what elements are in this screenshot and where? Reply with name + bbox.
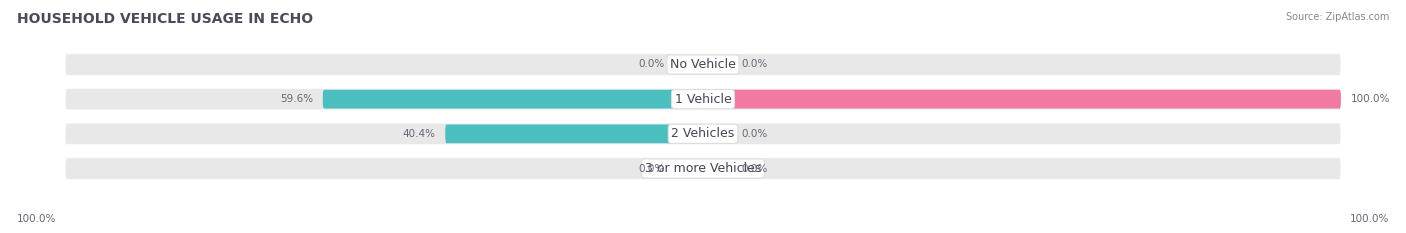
Text: 3 or more Vehicles: 3 or more Vehicles bbox=[645, 162, 761, 175]
FancyBboxPatch shape bbox=[703, 126, 728, 142]
Text: 0.0%: 0.0% bbox=[741, 59, 768, 69]
FancyBboxPatch shape bbox=[323, 90, 703, 109]
Text: 100.0%: 100.0% bbox=[1350, 214, 1389, 224]
FancyBboxPatch shape bbox=[65, 54, 1341, 75]
Text: Source: ZipAtlas.com: Source: ZipAtlas.com bbox=[1285, 12, 1389, 22]
FancyBboxPatch shape bbox=[703, 90, 1341, 109]
Text: HOUSEHOLD VEHICLE USAGE IN ECHO: HOUSEHOLD VEHICLE USAGE IN ECHO bbox=[17, 12, 314, 26]
Text: 0.0%: 0.0% bbox=[638, 164, 665, 174]
Text: 40.4%: 40.4% bbox=[402, 129, 436, 139]
FancyBboxPatch shape bbox=[65, 158, 1341, 179]
Text: 59.6%: 59.6% bbox=[280, 94, 314, 104]
Text: No Vehicle: No Vehicle bbox=[671, 58, 735, 71]
Text: 0.0%: 0.0% bbox=[638, 59, 665, 69]
FancyBboxPatch shape bbox=[703, 161, 728, 176]
FancyBboxPatch shape bbox=[65, 88, 1341, 110]
Text: 1 Vehicle: 1 Vehicle bbox=[675, 93, 731, 106]
FancyBboxPatch shape bbox=[678, 57, 703, 72]
FancyBboxPatch shape bbox=[65, 123, 1341, 145]
Text: 100.0%: 100.0% bbox=[17, 214, 56, 224]
FancyBboxPatch shape bbox=[446, 124, 703, 143]
FancyBboxPatch shape bbox=[678, 161, 703, 176]
Text: 0.0%: 0.0% bbox=[741, 164, 768, 174]
FancyBboxPatch shape bbox=[703, 57, 728, 72]
Text: 2 Vehicles: 2 Vehicles bbox=[672, 127, 734, 140]
Text: 0.0%: 0.0% bbox=[741, 129, 768, 139]
Text: 100.0%: 100.0% bbox=[1351, 94, 1391, 104]
